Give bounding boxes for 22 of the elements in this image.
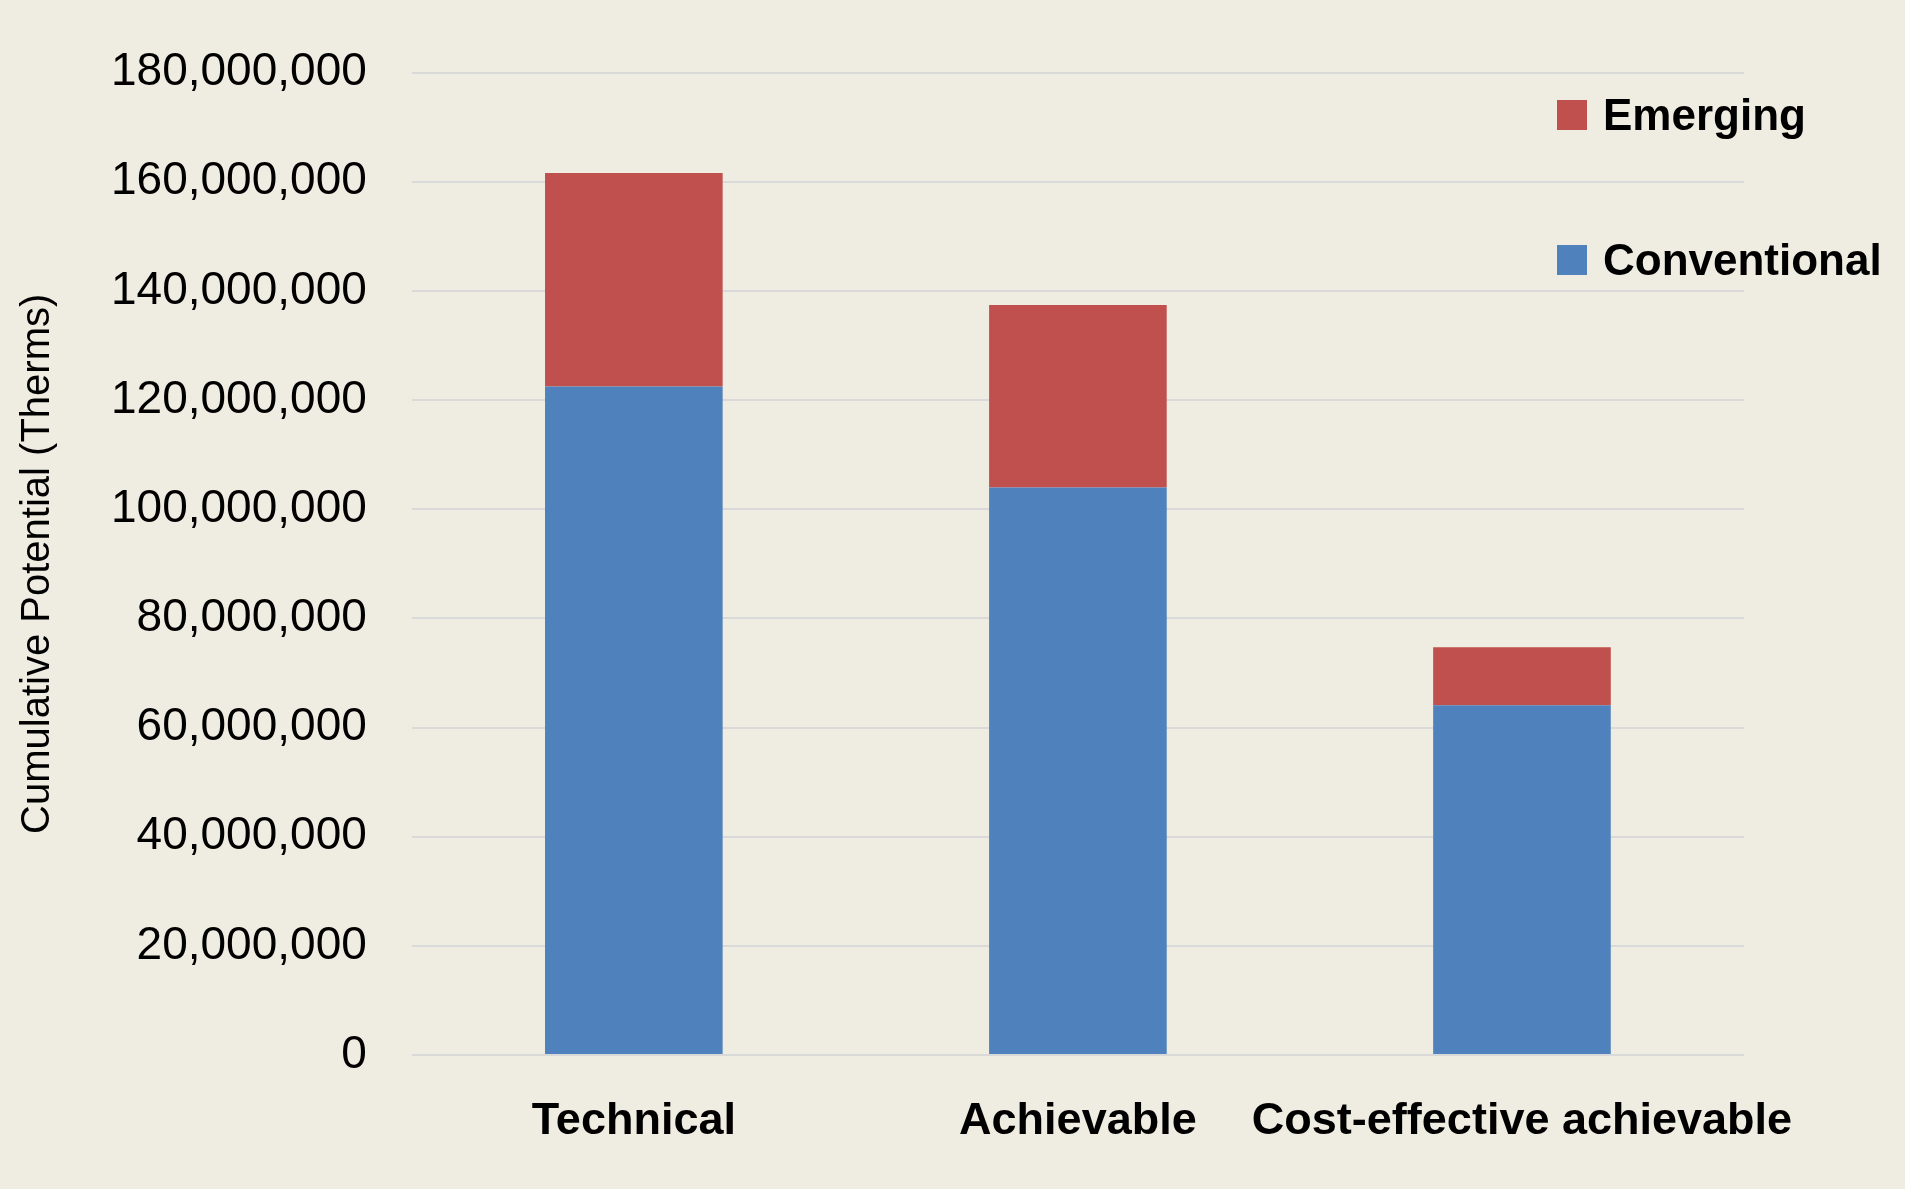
bar xyxy=(545,173,723,387)
y-axis-title: Cumulative Potential (Therms) xyxy=(13,293,58,834)
y-tick-label: 120,000,000 xyxy=(111,370,367,423)
y-tick-label: 60,000,000 xyxy=(136,698,367,751)
bar xyxy=(1433,705,1611,1054)
bar xyxy=(989,305,1167,488)
y-tick-label: 20,000,000 xyxy=(136,916,367,969)
bar xyxy=(989,487,1167,1054)
legend-label: Emerging xyxy=(1603,90,1806,140)
y-tick-label: 40,000,000 xyxy=(136,807,367,860)
x-tick-label: Technical xyxy=(531,1093,736,1145)
x-tick-label: Achievable xyxy=(959,1093,1197,1145)
bar xyxy=(1433,647,1611,706)
y-tick-label: 180,000,000 xyxy=(111,43,367,96)
bar xyxy=(545,386,723,1054)
y-tick-label: 140,000,000 xyxy=(111,261,367,314)
y-tick-label: 0 xyxy=(341,1025,367,1078)
y-tick-label: 100,000,000 xyxy=(111,479,367,532)
y-tick-label: 80,000,000 xyxy=(136,589,367,642)
legend-label: Conventional xyxy=(1603,235,1882,285)
y-tick-label: 160,000,000 xyxy=(111,152,367,205)
x-tick-label: Cost-effective achievable xyxy=(1251,1093,1793,1145)
